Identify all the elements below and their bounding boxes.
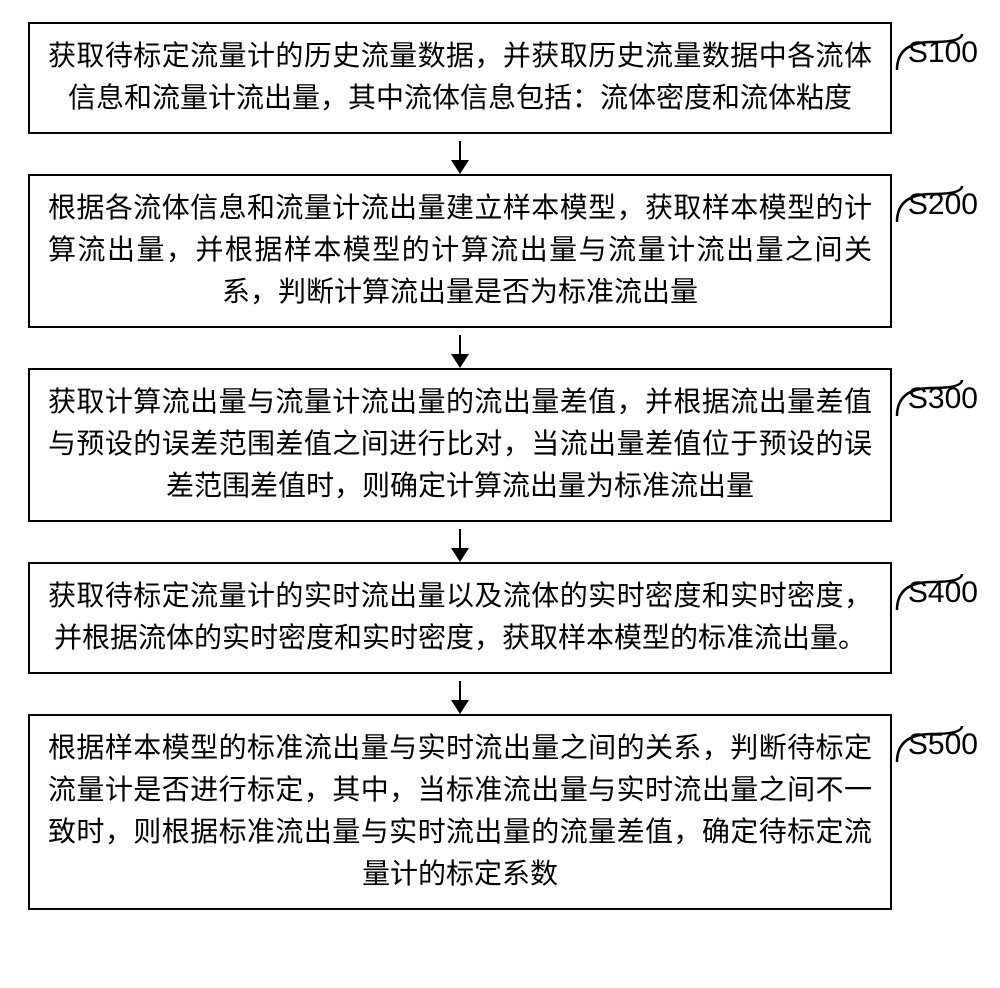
- arrow-head: [451, 160, 469, 174]
- step-label: S500: [908, 728, 978, 762]
- step-s200: 根据各流体信息和流量计流出量建立样本模型，获取样本模型的计算流出量，并根据样本模…: [28, 174, 972, 328]
- arrow-head: [451, 354, 469, 368]
- step-text: 根据各流体信息和流量计流出量建立样本模型，获取样本模型的计算流出量，并根据样本模…: [48, 193, 872, 308]
- arrow: [28, 328, 892, 368]
- step-label: S300: [908, 382, 978, 416]
- arrow: [28, 522, 892, 562]
- flowchart-container: 获取待标定流量计的历史流量数据，并获取历史流量数据中各流体信息和流量计流出量，其…: [28, 22, 972, 910]
- arrow: [28, 674, 892, 714]
- step-box: 根据样本模型的标准流出量与实时流出量之间的关系，判断待标定流量计是否进行标定，其…: [28, 714, 892, 910]
- step-s400: 获取待标定流量计的实时流出量以及流体的实时密度和实时密度，并根据流体的实时密度和…: [28, 562, 972, 674]
- step-text: 根据样本模型的标准流出量与实时流出量之间的关系，判断待标定流量计是否进行标定，其…: [48, 733, 872, 890]
- arrow-head: [451, 700, 469, 714]
- step-text: 获取待标定流量计的实时流出量以及流体的实时密度和实时密度，并根据流体的实时密度和…: [48, 581, 872, 654]
- step-box: 获取待标定流量计的实时流出量以及流体的实时密度和实时密度，并根据流体的实时密度和…: [28, 562, 892, 674]
- step-text: 获取待标定流量计的历史流量数据，并获取历史流量数据中各流体信息和流量计流出量，其…: [48, 41, 872, 114]
- step-box: 根据各流体信息和流量计流出量建立样本模型，获取样本模型的计算流出量，并根据样本模…: [28, 174, 892, 328]
- step-s300: 获取计算流出量与流量计流出量的流出量差值，并根据流出量差值与预设的误差范围差值之…: [28, 368, 972, 522]
- step-label: S200: [908, 188, 978, 222]
- step-text: 获取计算流出量与流量计流出量的流出量差值，并根据流出量差值与预设的误差范围差值之…: [48, 387, 872, 502]
- step-box: 获取计算流出量与流量计流出量的流出量差值，并根据流出量差值与预设的误差范围差值之…: [28, 368, 892, 522]
- step-label: S100: [908, 36, 978, 70]
- step-label: S400: [908, 576, 978, 610]
- step-box: 获取待标定流量计的历史流量数据，并获取历史流量数据中各流体信息和流量计流出量，其…: [28, 22, 892, 134]
- arrow: [28, 134, 892, 174]
- step-s100: 获取待标定流量计的历史流量数据，并获取历史流量数据中各流体信息和流量计流出量，其…: [28, 22, 972, 134]
- arrow-head: [451, 548, 469, 562]
- step-s500: 根据样本模型的标准流出量与实时流出量之间的关系，判断待标定流量计是否进行标定，其…: [28, 714, 972, 910]
